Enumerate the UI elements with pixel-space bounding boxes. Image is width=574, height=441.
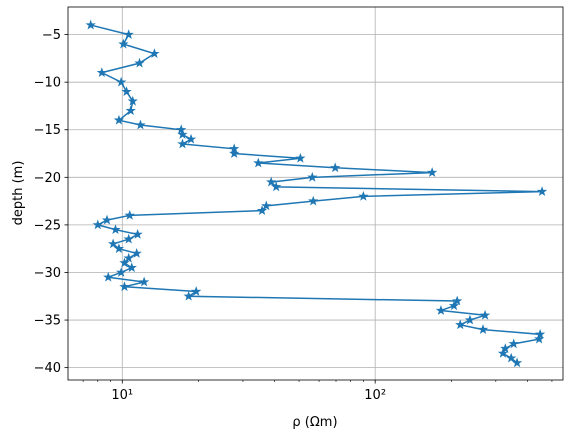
star-marker (330, 162, 341, 173)
star-marker (497, 347, 509, 358)
star-marker (185, 133, 197, 144)
star-marker (534, 328, 546, 339)
x-axis-label: ρ (Ωm) (292, 415, 337, 430)
star-marker (108, 238, 119, 249)
star-marker (271, 181, 282, 192)
star-marker (127, 95, 138, 106)
x-tick-label: 10² (364, 388, 386, 403)
x-tick-label: 10¹ (111, 388, 133, 403)
star-marker (124, 209, 135, 220)
star-marker (266, 176, 277, 187)
star-marker (132, 229, 143, 239)
star-marker (125, 105, 136, 116)
star-marker (113, 114, 125, 125)
y-tick-label: −10 (34, 76, 61, 91)
star-marker (103, 271, 114, 282)
star-marker (511, 357, 523, 368)
star-marker (123, 233, 134, 244)
y-tick-label: −15 (34, 123, 61, 138)
star-marker (126, 262, 137, 273)
y-tick-label: −5 (42, 28, 61, 43)
star-marker (261, 200, 272, 211)
star-marker (116, 76, 127, 87)
star-marker (191, 286, 202, 296)
star-marker (183, 290, 194, 301)
star-marker (479, 309, 491, 320)
star-marker (177, 129, 188, 139)
star-marker (123, 29, 134, 39)
star-marker (101, 214, 113, 225)
star-marker (477, 324, 489, 334)
star-marker (119, 281, 130, 292)
star-marker (131, 248, 142, 258)
y-tick-label: −20 (34, 171, 61, 186)
y-tick-label: −35 (34, 314, 61, 329)
y-axis-label: depth (m) (11, 161, 26, 226)
star-marker (500, 343, 511, 353)
star-marker (536, 186, 548, 196)
y-tick-label: −25 (34, 218, 61, 233)
data-line (90, 24, 543, 364)
star-marker (135, 119, 146, 130)
star-marker (253, 157, 264, 168)
star-marker (177, 138, 188, 149)
star-marker (116, 267, 127, 277)
star-marker (92, 219, 103, 230)
star-marker (134, 57, 145, 68)
star-marker (508, 338, 519, 349)
star-marker (256, 205, 268, 215)
star-marker (464, 314, 476, 325)
star-marker (113, 243, 125, 254)
star-marker (452, 295, 463, 306)
star-marker (455, 319, 466, 330)
star-marker (121, 86, 132, 97)
plot-frame (67, 6, 564, 381)
star-marker (118, 38, 129, 49)
y-tick-label: −30 (34, 266, 61, 281)
star-marker (427, 167, 438, 177)
star-marker (307, 171, 318, 182)
star-marker (123, 252, 134, 263)
star-marker (119, 257, 130, 268)
star-marker (448, 300, 460, 311)
star-marker (96, 67, 107, 78)
y-tick-label: −40 (34, 361, 61, 376)
star-marker (435, 305, 447, 315)
star-marker (533, 333, 545, 344)
star-marker (110, 224, 121, 235)
star-marker (176, 124, 187, 135)
star-marker (149, 48, 160, 58)
star-marker (295, 152, 306, 163)
star-marker (308, 195, 319, 206)
star-marker (229, 148, 240, 158)
star-marker (506, 352, 517, 363)
star-marker (85, 19, 96, 30)
star-marker (358, 190, 369, 201)
star-marker (138, 276, 150, 287)
